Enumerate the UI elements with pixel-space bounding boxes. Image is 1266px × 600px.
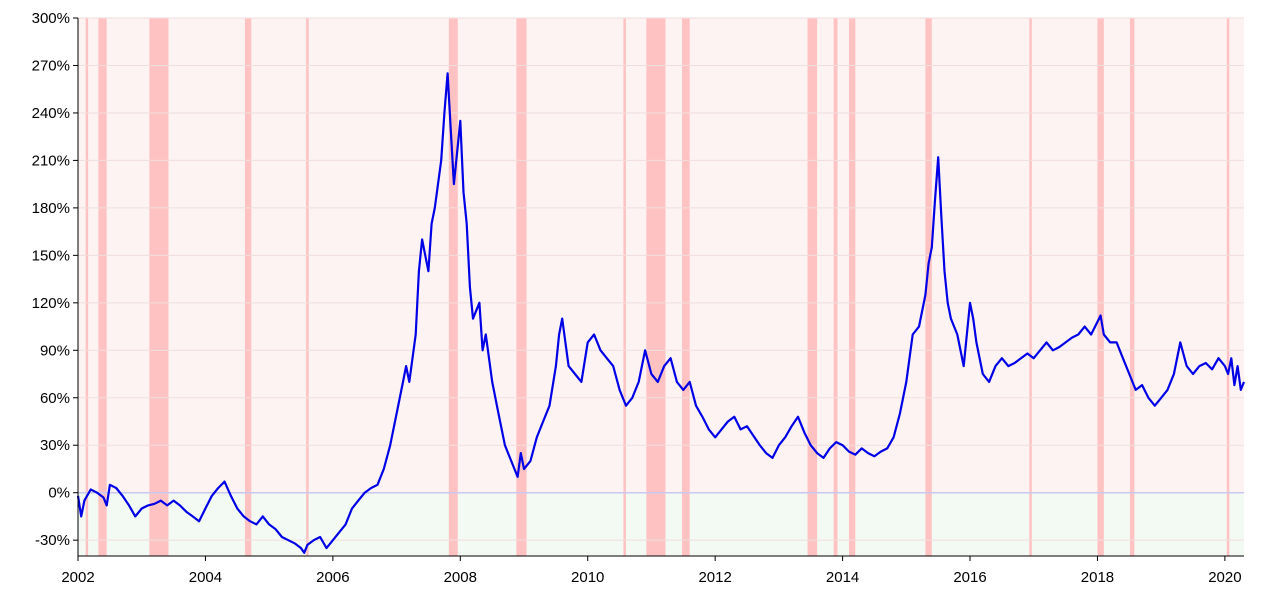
highlight-band bbox=[448, 18, 458, 556]
y-tick-label: 30% bbox=[40, 437, 70, 454]
y-tick-label: -30% bbox=[35, 532, 70, 549]
x-tick-label: 2008 bbox=[444, 569, 477, 586]
highlight-band bbox=[1226, 18, 1230, 556]
highlight-bands bbox=[85, 18, 1230, 556]
x-tick-label: 2010 bbox=[571, 569, 604, 586]
highlight-band bbox=[1129, 18, 1135, 556]
y-tick-label: 240% bbox=[32, 105, 70, 122]
x-tick-label: 2014 bbox=[826, 569, 859, 586]
y-tick-label: 270% bbox=[32, 57, 70, 74]
y-tick-label: 120% bbox=[32, 295, 70, 312]
highlight-band bbox=[1097, 18, 1104, 556]
x-tick-label: 2018 bbox=[1081, 569, 1114, 586]
x-tick-label: 2006 bbox=[316, 569, 349, 586]
axes: -30% 0% 30% 60% 90% 120% 150% 180% 210% 240% 270% 3… bbox=[32, 10, 1244, 586]
highlight-band bbox=[85, 18, 89, 556]
x-tick-label: 2004 bbox=[189, 569, 222, 586]
y-tick-label: 300% bbox=[32, 10, 70, 27]
y-tick-label: 90% bbox=[40, 342, 70, 359]
highlight-band bbox=[646, 18, 666, 556]
highlight-band bbox=[98, 18, 107, 556]
y-tick-label: 60% bbox=[40, 390, 70, 407]
highlight-band bbox=[516, 18, 527, 556]
highlight-band bbox=[848, 18, 856, 556]
highlight-band bbox=[833, 18, 838, 556]
series-line bbox=[76, 72, 1246, 554]
highlight-band bbox=[682, 18, 690, 556]
highlight-band bbox=[925, 18, 932, 556]
x-tick-label: 2002 bbox=[61, 569, 94, 586]
highlight-band bbox=[623, 18, 626, 556]
x-tick-label: 2020 bbox=[1208, 569, 1241, 586]
x-tick-label: 2016 bbox=[953, 569, 986, 586]
gridlines bbox=[78, 17, 1244, 541]
y-tick-label: 180% bbox=[32, 200, 70, 217]
highlight-band bbox=[306, 18, 309, 556]
highlight-band bbox=[1029, 18, 1032, 556]
highlight-band bbox=[807, 18, 818, 556]
highlight-band bbox=[244, 18, 252, 556]
y-tick-label: 210% bbox=[32, 152, 70, 169]
y-tick-label: 150% bbox=[32, 247, 70, 264]
highlight-band bbox=[149, 18, 169, 556]
x-tick-label: 2012 bbox=[698, 569, 731, 586]
y-tick-label: 0% bbox=[48, 485, 70, 502]
series-group bbox=[76, 72, 1246, 554]
